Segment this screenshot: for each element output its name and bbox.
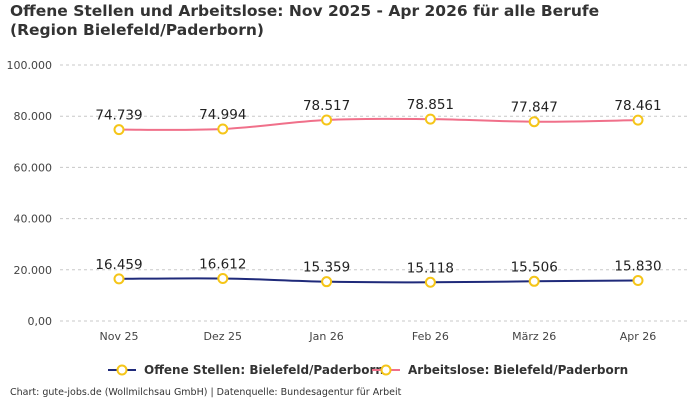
data-label: 15.359 — [303, 260, 350, 276]
x-tick-label: Nov 25 — [100, 330, 139, 343]
chart-source-footer: Chart: gute-jobs.de (Wollmilchsau GmbH) … — [10, 387, 402, 398]
data-point — [113, 124, 125, 136]
y-tick-label: 40.000 — [14, 213, 53, 226]
data-point — [217, 272, 229, 284]
data-point — [424, 113, 436, 125]
legend: Offene Stellen: Bielefeld/Paderborn Arbei… — [108, 363, 628, 377]
legend-marker-0 — [116, 364, 128, 376]
data-point — [113, 273, 125, 285]
series-line-0 — [118, 277, 639, 284]
x-axis-tick-labels: Nov 25 Dez 25 Jan 26 Feb 26 März 26 Apr 26 — [100, 330, 657, 343]
y-tick-label: 100.000 — [7, 59, 53, 72]
series-line-1 — [118, 117, 639, 131]
data-label: 16.612 — [199, 256, 246, 272]
data-label: 78.517 — [303, 98, 350, 114]
data-point — [528, 275, 540, 287]
data-markers — [113, 113, 644, 288]
data-point — [321, 114, 333, 126]
x-tick-label: Jan 26 — [308, 330, 343, 343]
data-label: 78.461 — [614, 98, 661, 114]
data-label: 74.994 — [199, 107, 246, 123]
data-point — [528, 116, 540, 128]
data-label: 78.851 — [407, 97, 454, 113]
data-label: 15.506 — [511, 259, 558, 275]
grid-lines — [60, 64, 690, 322]
legend-label: Offene Stellen: Bielefeld/Paderborn — [144, 363, 384, 377]
y-tick-label: 60.000 — [14, 161, 53, 174]
x-tick-label: März 26 — [512, 330, 556, 343]
series-lines — [118, 117, 639, 284]
data-point — [632, 114, 644, 126]
y-tick-label: 0,00 — [28, 315, 53, 328]
legend-marker-1 — [380, 364, 392, 376]
data-point — [424, 276, 436, 288]
data-labels: 16.459 16.612 15.359 15.118 15.506 15.830 74.7… — [95, 97, 661, 276]
data-point — [321, 276, 333, 288]
data-label: 74.739 — [95, 108, 142, 124]
legend-label: Arbeitslose: Bielefeld/Paderborn — [408, 363, 628, 377]
y-tick-label: 20.000 — [14, 264, 53, 277]
data-point — [632, 274, 644, 286]
x-tick-label: Dez 25 — [204, 330, 243, 343]
data-label: 15.830 — [614, 258, 661, 274]
data-label: 16.459 — [95, 257, 142, 273]
y-axis-tick-labels: 0,00 20.000 40.000 60.000 80.000 100.000 — [7, 59, 53, 328]
x-tick-label: Feb 26 — [412, 330, 449, 343]
data-label: 77.847 — [511, 100, 558, 116]
y-tick-label: 80.000 — [14, 110, 53, 123]
chart-title: Offene Stellen und Arbeitslose: Nov 2025… — [10, 2, 600, 39]
data-label: 15.118 — [407, 260, 454, 276]
x-tick-label: Apr 26 — [620, 330, 657, 343]
data-point — [217, 123, 229, 135]
